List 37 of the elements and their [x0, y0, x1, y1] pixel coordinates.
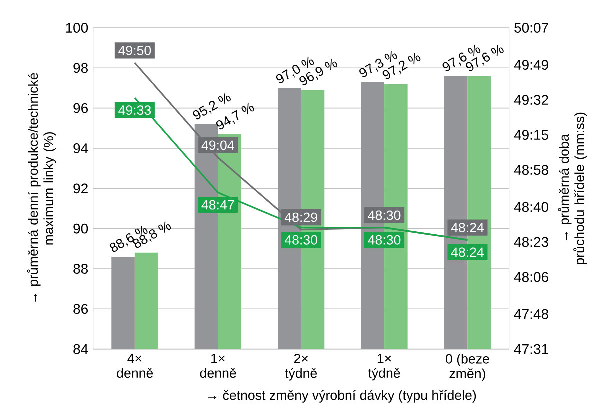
y2-tick-label: 48:06	[514, 272, 548, 282]
y-tick-label: 96	[74, 103, 88, 114]
y-tick-label: 90	[74, 224, 88, 234]
data-label: 49:04	[202, 140, 234, 150]
x-tick-label: 1× týdně	[368, 354, 400, 381]
y-axis-title: → průměrná denní produkce/technické maximum linky (%)	[27, 73, 56, 302]
y-tick-label: 88	[74, 264, 88, 274]
y2-axis-title: → průměrná doba průchodu hřídele (mm:ss)	[558, 112, 588, 264]
data-label: 48:30	[284, 235, 318, 245]
data-label: 49:50	[118, 46, 152, 56]
data-label: 48:29	[284, 212, 318, 222]
x-tick-label: 0 (beze změn)	[446, 354, 490, 382]
y-tick-label: 86	[74, 304, 88, 314]
y2-tick-label: 47:31	[514, 344, 548, 354]
y2-tick-label: 48:40	[514, 202, 549, 212]
y2-tick-label: 47:48	[514, 309, 548, 320]
x-tick-label: 2× týdně	[285, 354, 318, 381]
x-tick-label: 1× denně	[200, 354, 236, 378]
y2-tick-label: 49:32	[514, 95, 548, 106]
y-tick-label: 100	[66, 23, 88, 33]
y-tick-label: 92	[74, 184, 88, 194]
data-label: 48:47	[202, 200, 234, 210]
x-tick-label: 4× denně	[117, 354, 154, 378]
data-label: 48:24	[451, 248, 484, 258]
y2-tick-label: 50:07	[514, 23, 548, 33]
y2-tick-label: 49:15	[514, 130, 548, 140]
y2-tick-label: 49:49	[514, 60, 548, 70]
y-tick-label: 84	[74, 344, 88, 354]
y2-tick-label: 48:23	[514, 237, 548, 248]
data-label: 48:30	[368, 210, 401, 220]
x-axis-title: → četnost změny výrobní dávky (typu hřídele)	[208, 390, 476, 403]
y2-tick-label: 48:58	[514, 165, 548, 176]
data-label: 48:24	[451, 223, 484, 233]
data-label: 49:33	[118, 106, 152, 116]
data-label: 48:30	[368, 235, 401, 245]
y-tick-label: 94	[74, 144, 88, 154]
y-tick-label: 98	[74, 63, 88, 74]
